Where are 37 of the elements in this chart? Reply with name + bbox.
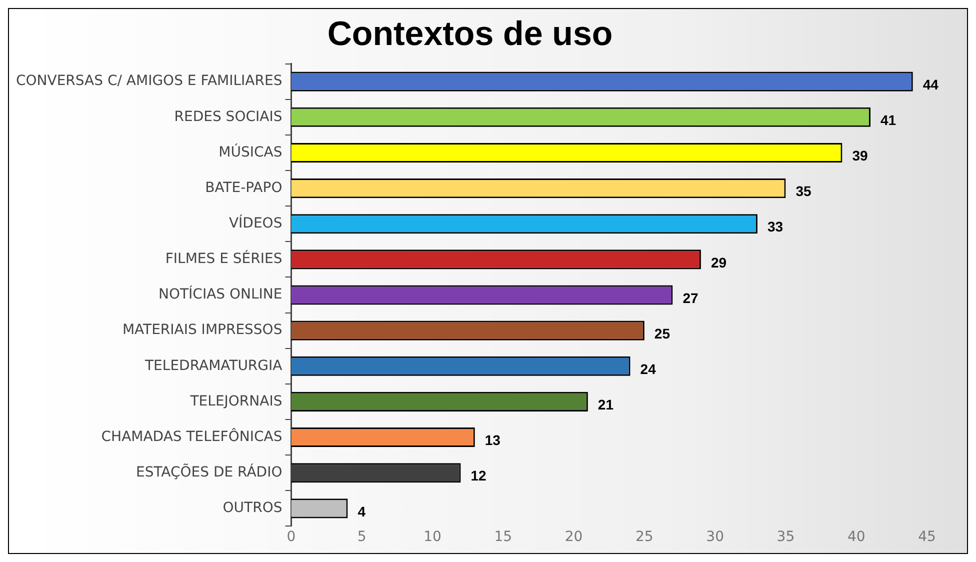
data-label: 33 xyxy=(767,218,784,235)
data-label: 41 xyxy=(880,112,896,128)
y-tick-label: CONVERSAS C/ AMIGOS E FAMILIARES xyxy=(16,73,282,90)
y-tick-label: BATE-PAPO xyxy=(205,180,282,196)
x-tick-label: 25 xyxy=(636,529,654,546)
data-label: 24 xyxy=(640,361,656,377)
data-label: 13 xyxy=(484,432,501,448)
y-tick-label: ESTAÇÕES DE RÁDIO xyxy=(136,463,282,480)
y-tick-label: MATERIAIS IMPRESSOS xyxy=(122,322,282,338)
y-tick-label: FILMES E SÉRIES xyxy=(165,250,282,268)
y-tick-label: NOTÍCIAS ONLINE xyxy=(158,286,282,303)
y-tick-label: CHAMADAS TELEFÔNICAS xyxy=(101,428,282,445)
x-tick-label: 0 xyxy=(286,529,296,546)
data-label: 29 xyxy=(710,254,727,270)
data-label: 21 xyxy=(598,396,614,413)
y-tick-label: MÚSICAS xyxy=(218,143,282,160)
data-label: 27 xyxy=(682,290,698,306)
x-tick-label: 15 xyxy=(494,529,512,546)
x-tick-label: 5 xyxy=(357,529,366,546)
x-tick-label: 10 xyxy=(424,529,442,546)
data-label: 39 xyxy=(852,148,868,164)
x-tick-label: 35 xyxy=(776,529,795,546)
y-tick-label: VÍDEOS xyxy=(228,214,282,232)
x-tick-label: 45 xyxy=(918,529,936,546)
x-tick-label: 40 xyxy=(847,529,866,546)
y-tick-label: TELEJORNAIS xyxy=(189,393,282,410)
x-tick-label: 20 xyxy=(564,529,583,546)
y-tick-label: TELEDRAMATURGIA xyxy=(144,358,283,374)
data-label: 35 xyxy=(796,183,812,200)
data-label: 44 xyxy=(922,76,939,92)
x-tick-label: 30 xyxy=(706,529,724,546)
data-label: 4 xyxy=(358,503,366,520)
y-tick-label: OUTROS xyxy=(222,500,282,516)
y-tick-label: REDES SOCIAIS xyxy=(174,108,282,125)
data-label: 12 xyxy=(470,468,487,484)
chart-title: Contextos de uso xyxy=(327,14,613,53)
data-label: 25 xyxy=(654,325,670,342)
